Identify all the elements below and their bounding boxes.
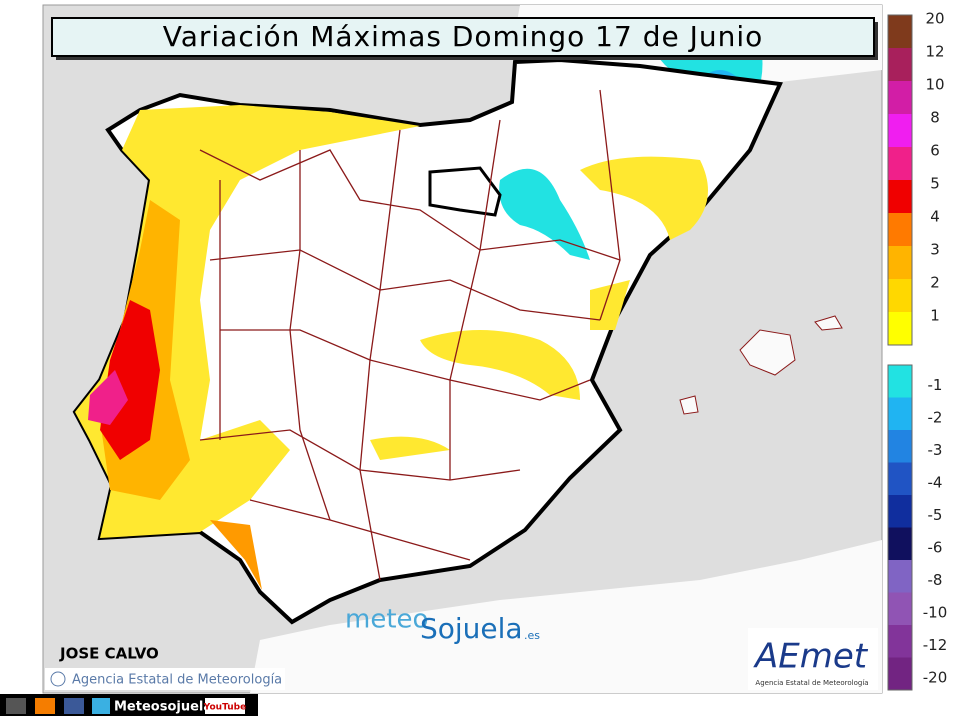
legend-swatch xyxy=(888,462,912,495)
warm-area xyxy=(370,436,450,460)
warm-area xyxy=(580,156,708,240)
legend-label: 10 xyxy=(925,76,944,94)
legend-swatch xyxy=(888,213,912,246)
legend-swatch xyxy=(888,592,912,625)
icon-twitter[interactable] xyxy=(92,698,110,714)
legend-label: 6 xyxy=(930,142,940,160)
agency-bg xyxy=(45,668,285,690)
island xyxy=(739,329,796,376)
legend-swatch xyxy=(888,81,912,114)
legend-swatch xyxy=(888,365,912,398)
legend-label: 3 xyxy=(930,241,940,259)
legend-swatch xyxy=(888,495,912,528)
legend-label: 4 xyxy=(930,208,940,226)
legend-swatch xyxy=(888,246,912,279)
footer-video[interactable]: YouTube xyxy=(203,703,246,713)
warm-area xyxy=(590,280,630,330)
legend-label: 8 xyxy=(930,109,940,127)
legend-label: -6 xyxy=(928,538,943,556)
logo-subtitle: Agencia Estatal de Meteorología xyxy=(755,679,868,687)
legend-swatch xyxy=(888,560,912,593)
province-lines xyxy=(199,89,621,581)
africa xyxy=(250,540,882,693)
title-box xyxy=(51,17,875,57)
legend-frame xyxy=(887,14,913,346)
legend-label: 1 xyxy=(930,307,940,325)
title: Variación Máximas Domingo 17 de Junio xyxy=(163,20,764,53)
author: JOSE CALVO xyxy=(59,645,159,663)
icon-blogger[interactable] xyxy=(35,698,55,714)
legend-label: 20 xyxy=(925,10,944,28)
legend-label: -12 xyxy=(923,636,948,654)
legend-swatch xyxy=(888,147,912,180)
watermark-suffix: .es xyxy=(524,629,540,642)
legend-label: -10 xyxy=(923,603,948,621)
warm-area xyxy=(420,330,580,400)
legend-label: -4 xyxy=(928,473,943,491)
watermark-sojuela: Sojuela xyxy=(420,612,523,645)
legend-label: 2 xyxy=(930,274,940,292)
legend-frame xyxy=(887,364,913,691)
cold-area xyxy=(499,168,590,260)
legend-swatch xyxy=(888,397,912,430)
legend-swatch xyxy=(888,430,912,463)
icon-facebook[interactable] xyxy=(64,698,84,714)
youtube-bg[interactable] xyxy=(205,698,245,714)
legend-swatch xyxy=(888,625,912,658)
icon-instagram[interactable] xyxy=(6,698,26,714)
footer-site[interactable]: Meteosojuela xyxy=(114,700,212,715)
agency: Agencia Estatal de Meteorología xyxy=(72,673,282,688)
watermark-meteo: meteo xyxy=(345,605,428,635)
legend-label: -2 xyxy=(928,408,943,426)
copyright-icon xyxy=(50,671,66,687)
island xyxy=(814,315,843,331)
rioja xyxy=(428,166,502,217)
legend-label: -5 xyxy=(928,506,943,524)
legend-label: 5 xyxy=(930,175,940,193)
logo-bg xyxy=(748,628,878,690)
legend-swatch xyxy=(888,312,912,345)
island xyxy=(679,395,699,415)
legend-label: 12 xyxy=(925,43,944,61)
warm-area xyxy=(210,520,262,590)
logo: AEmet xyxy=(753,637,869,677)
legend-swatch xyxy=(888,180,912,213)
legend-swatch xyxy=(888,48,912,81)
legend-swatch xyxy=(888,114,912,147)
hot-area xyxy=(88,370,128,425)
legend: 20 12 10 8 6 5 4 3 2 1 -1 -2 -3 -4 -5 -6 -8 -10 -12 -20 xyxy=(887,10,948,691)
legend-label: -3 xyxy=(928,441,943,459)
legend-label: -1 xyxy=(928,376,943,394)
legend-swatch xyxy=(888,15,912,48)
legend-swatch xyxy=(888,279,912,312)
legend-swatch xyxy=(888,657,912,690)
legend-label: -20 xyxy=(923,668,948,686)
legend-swatch xyxy=(888,527,912,560)
hot-area xyxy=(100,300,160,460)
legend-label: -8 xyxy=(928,571,943,589)
